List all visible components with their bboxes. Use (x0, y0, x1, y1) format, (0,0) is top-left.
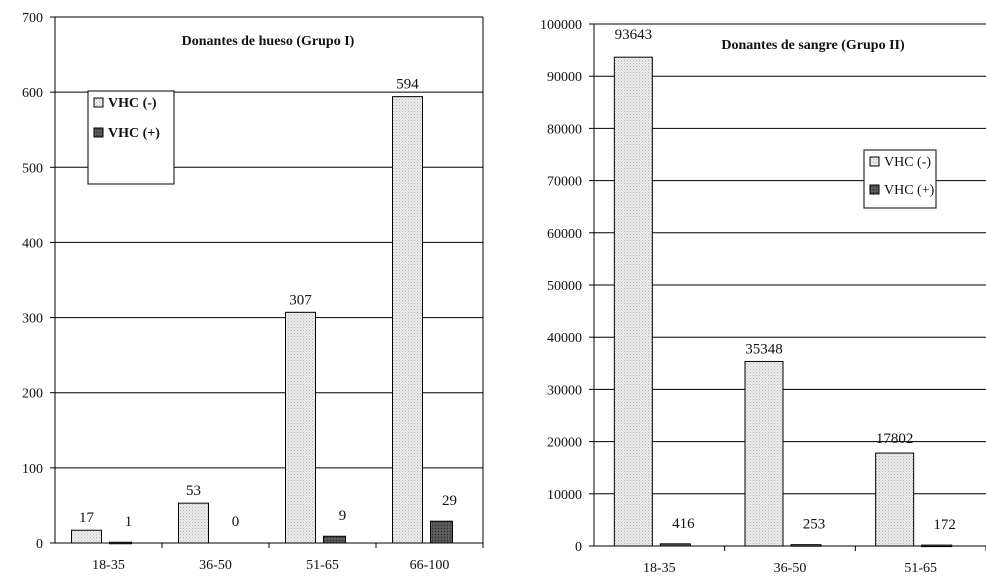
chart1-x-tick-label: 51-65 (306, 558, 339, 573)
chart2-x-tick-label: 51-65 (904, 561, 937, 576)
chart2-bar-vhc-neg (744, 360, 784, 547)
chart2-legend-label-vhc-pos: VHC (+) (884, 183, 935, 198)
chart2-data-label-vhc-pos: 253 (803, 517, 826, 533)
chart2-data-label-vhc-pos: 172 (933, 517, 956, 533)
chart2-y-tick-label: 50000 (547, 279, 582, 294)
chart1-bar-vhc-neg (178, 502, 209, 544)
chart2-y-tick-label: 100000 (540, 18, 582, 33)
chart2-y-tick-label: 0 (575, 540, 582, 555)
chart1-data-label-vhc-pos: 9 (339, 508, 347, 524)
chart1-data-label-vhc-pos: 0 (232, 514, 240, 530)
chart1-x-tick-label: 18-35 (92, 558, 125, 573)
chart2-data-label-vhc-neg: 17802 (876, 431, 914, 447)
chart2-data-label-vhc-neg: 35348 (745, 341, 783, 357)
chart2-y-tick-label: 90000 (547, 70, 582, 85)
chart2-bar-vhc-neg (875, 452, 915, 547)
chart1-bar-vhc-pos (323, 535, 346, 544)
chart1-y-tick-label: 100 (22, 462, 43, 477)
chart2-y-tick-label: 60000 (547, 227, 582, 242)
chart1-bar-vhc-pos (430, 520, 453, 544)
chart1-y-tick-label: 0 (36, 537, 43, 552)
chart1-y-tick-label: 300 (22, 312, 43, 327)
chart2-data-label-vhc-pos: 416 (672, 516, 695, 532)
chart2-y-tick-label: 80000 (547, 122, 582, 137)
chart2-bar-vhc-neg (613, 56, 653, 547)
chart2-data-label-vhc-neg: 93643 (615, 27, 653, 43)
chart1-data-label-vhc-neg: 594 (396, 77, 419, 93)
chart2-title: Donantes de sangre (Grupo II) (721, 38, 905, 53)
chart2-y-tick-label: 70000 (547, 175, 582, 190)
chart2-x-tick-label: 36-50 (774, 561, 807, 576)
chart1-bar-vhc-neg (285, 311, 316, 544)
chart1-x-tick-label: 36-50 (199, 558, 232, 573)
chart1-data-label-vhc-neg: 17 (79, 510, 95, 526)
chart1-bar-vhc-neg (71, 529, 102, 544)
chart2-legend-swatch-vhc-neg (869, 156, 880, 167)
chart1-bar-vhc-neg (392, 96, 423, 544)
chart1-legend-swatch-vhc-neg (93, 97, 104, 108)
chart1-title: Donantes de hueso (Grupo I) (182, 34, 355, 49)
chart2-y-tick-label: 10000 (547, 488, 582, 503)
chart1-x-tick-label: 66-100 (410, 558, 450, 573)
chart1-legend-swatch-vhc-pos (93, 127, 104, 138)
chart2-bar-vhc-pos (921, 544, 953, 548)
chart1-bar-vhc-pos (109, 541, 132, 545)
chart1-y-tick-label: 700 (22, 11, 43, 26)
chart2-legend-swatch-vhc-pos (869, 184, 880, 195)
chart1-y-tick-label: 400 (22, 236, 43, 251)
chart1-y-tick-label: 500 (22, 161, 43, 176)
chart1-data-label-vhc-neg: 307 (289, 292, 312, 308)
chart1-data-label-vhc-pos: 1 (125, 514, 133, 530)
chart2-y-tick-label: 30000 (547, 383, 582, 398)
chart1-y-tick-label: 600 (22, 86, 43, 101)
chart1-legend-label-vhc-neg: VHC (-) (108, 96, 157, 111)
chart2-bar-vhc-pos (659, 543, 691, 547)
chart2-y-tick-label: 40000 (547, 331, 582, 346)
chart1-legend-label-vhc-pos: VHC (+) (108, 126, 160, 141)
chart2-legend-label-vhc-neg: VHC (-) (884, 155, 931, 170)
chart2-y-tick-label: 20000 (547, 436, 582, 451)
chart1-data-label-vhc-pos: 29 (442, 493, 457, 509)
chart2-x-tick-label: 18-35 (643, 561, 676, 576)
chart1-data-label-vhc-neg: 53 (186, 483, 201, 499)
chart1-y-tick-label: 200 (22, 387, 43, 402)
chart2-bar-vhc-pos (790, 544, 822, 547)
